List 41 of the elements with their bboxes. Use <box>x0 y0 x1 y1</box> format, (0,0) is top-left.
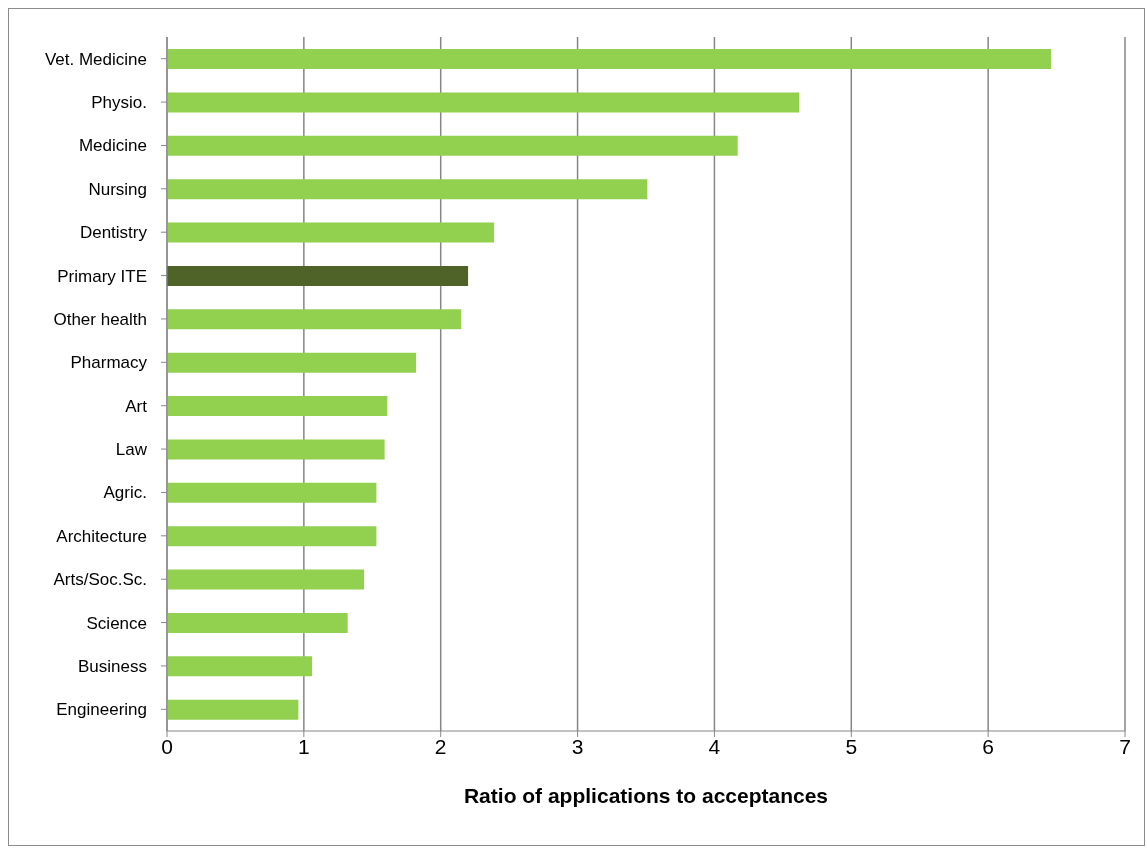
y-tick-label: Primary ITE <box>57 266 147 286</box>
bar <box>167 439 385 460</box>
y-tick-label: Business <box>78 656 147 676</box>
bar <box>167 699 299 720</box>
bar <box>167 569 365 590</box>
y-tick-label: Medicine <box>78 136 147 156</box>
y-tick-label: Physio. <box>91 93 147 113</box>
bar <box>167 179 648 200</box>
x-tick-label: 3 <box>571 734 584 758</box>
x-axis-title: Ratio of applications to acceptances <box>463 784 829 807</box>
y-tick-label: Architecture <box>56 526 147 546</box>
bar <box>167 92 800 113</box>
x-tick-label: 2 <box>434 734 447 758</box>
x-tick-label: 7 <box>1119 734 1131 758</box>
bar <box>167 222 495 243</box>
y-tick-label: Dentistry <box>79 223 148 243</box>
y-tick-label: Art <box>125 396 148 416</box>
x-tick-label: 1 <box>298 734 310 758</box>
y-tick-label: Science <box>86 613 147 633</box>
y-tick-label: Agric. <box>103 483 147 503</box>
y-tick-label: Law <box>115 440 148 460</box>
y-tick-label: Other health <box>53 309 147 329</box>
bar <box>167 49 1052 69</box>
bar <box>167 612 348 633</box>
x-tick-label: 4 <box>708 734 721 758</box>
x-tick-label: 0 <box>161 734 173 758</box>
bar <box>167 396 388 416</box>
y-tick-label: Engineering <box>56 700 147 720</box>
y-tick-label: Pharmacy <box>70 353 148 373</box>
bar <box>167 656 313 677</box>
bar <box>167 482 377 503</box>
bar <box>167 309 462 330</box>
y-tick-label: Vet. Medicine <box>44 49 147 69</box>
bar <box>167 265 469 286</box>
bar <box>167 135 738 156</box>
y-tick-label: Nursing <box>88 179 147 199</box>
bar <box>167 526 377 547</box>
bar <box>167 352 417 373</box>
y-tick-label: Arts/Soc.Sc. <box>53 570 147 590</box>
x-tick-label: 5 <box>845 734 858 758</box>
x-tick-label: 6 <box>982 734 994 758</box>
